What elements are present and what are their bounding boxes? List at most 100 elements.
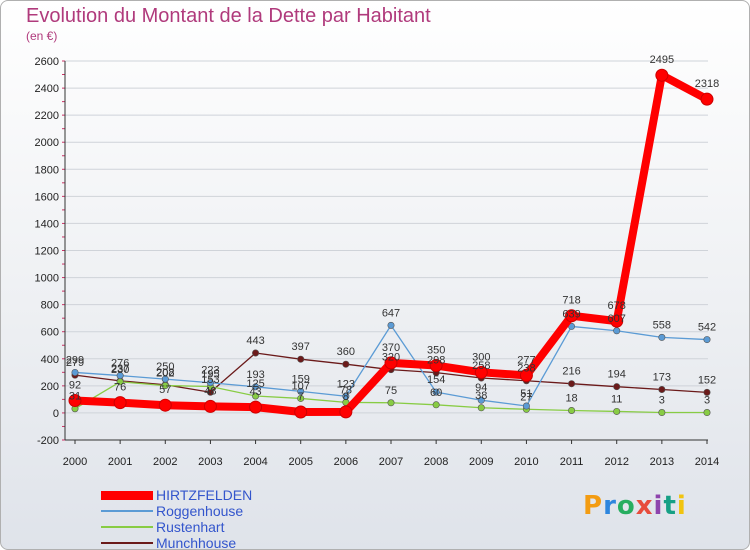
data-point-hirtzfelden [610, 314, 624, 328]
data-label-roggenhouse: 299 [66, 354, 84, 366]
data-label-roggenhouse: 647 [382, 307, 400, 319]
y-tick-label: 400 [41, 354, 59, 366]
data-point-hirtzfelden [655, 68, 669, 82]
legend-label-roggenhouse: Roggenhouse [156, 503, 244, 519]
data-label-hirtzfelden: 350 [427, 345, 445, 357]
data-label-munchhouse: 320 [382, 352, 400, 364]
y-tick-label: 2400 [35, 83, 59, 95]
x-tick-label: 2001 [108, 456, 132, 468]
data-point-rustenhart [297, 394, 305, 402]
data-point-munchhouse [297, 355, 305, 363]
data-point-hirtzfelden [429, 359, 443, 373]
y-tick-label: 1800 [35, 164, 59, 176]
y-tick-label: 200 [41, 381, 59, 393]
logo-letter: i [653, 491, 664, 521]
data-point-roggenhouse [703, 336, 711, 344]
data-label-hirtzfelden: 43 [249, 386, 261, 398]
x-tick-label: 2005 [288, 456, 312, 468]
data-label-roggenhouse: 193 [246, 369, 264, 381]
data-label-munchhouse: 216 [562, 366, 580, 378]
data-point-roggenhouse [297, 387, 305, 395]
data-label-rustenhart: 3 [704, 395, 710, 407]
data-point-rustenhart [432, 401, 440, 409]
data-label-hirtzfelden: 76 [114, 382, 126, 394]
data-label-rustenhart: 38 [475, 390, 487, 402]
logo-letter: r [603, 491, 617, 521]
legend-swatch-roggenhouse [101, 510, 153, 512]
data-point-munchhouse [568, 380, 576, 388]
data-label-rustenhart: 60 [430, 387, 442, 399]
data-point-roggenhouse [71, 368, 79, 376]
data-point-hirtzfelden [68, 393, 82, 407]
data-point-roggenhouse [342, 392, 350, 400]
data-point-roggenhouse [477, 396, 485, 404]
data-label-roggenhouse: 558 [653, 319, 671, 331]
data-label-munchhouse: 397 [292, 341, 310, 353]
data-label-hirtzfelden: 718 [562, 295, 580, 307]
data-point-hirtzfelden [339, 405, 353, 419]
data-label-rustenhart: 195 [201, 369, 219, 381]
data-point-roggenhouse [116, 372, 124, 380]
data-label-hirtzfelden: 8 [343, 391, 349, 403]
data-label-roggenhouse: 542 [698, 322, 716, 334]
data-point-rustenhart [658, 409, 666, 417]
y-tick-label: 800 [41, 300, 59, 312]
data-label-munchhouse: 443 [246, 335, 264, 347]
chart-subtitle: (en €) [26, 29, 58, 43]
x-tick-label: 2003 [198, 456, 222, 468]
data-point-hirtzfelden [203, 399, 217, 413]
logo-letter: i [676, 491, 687, 521]
gridlines [65, 60, 708, 441]
legend-label-munchhouse: Munchhouse [156, 535, 237, 550]
y-tick-label: 1600 [35, 191, 59, 203]
data-label-rustenhart: 27 [520, 391, 532, 403]
data-point-roggenhouse [522, 402, 530, 410]
data-point-hirtzfelden [565, 309, 579, 323]
data-label-hirtzfelden: 57 [159, 384, 171, 396]
data-label-munchhouse: 152 [698, 374, 716, 386]
data-point-hirtzfelden [113, 396, 127, 410]
data-point-roggenhouse [432, 388, 440, 396]
logo-letter: x [635, 491, 654, 521]
data-point-rustenhart [387, 399, 395, 407]
data-label-roggenhouse: 223 [201, 365, 219, 377]
data-label-roggenhouse: 154 [427, 374, 445, 386]
data-label-munchhouse: 194 [608, 369, 626, 381]
data-label-roggenhouse: 250 [156, 361, 174, 373]
y-tick-label: 2200 [35, 110, 59, 122]
data-label-munchhouse: 208 [156, 367, 174, 379]
data-point-rustenhart [703, 409, 711, 417]
data-label-roggenhouse: 276 [111, 358, 129, 370]
data-point-munchhouse [613, 383, 621, 391]
data-point-munchhouse [658, 386, 666, 394]
data-point-roggenhouse [161, 375, 169, 383]
data-label-munchhouse: 173 [653, 372, 671, 384]
data-point-munchhouse [342, 360, 350, 368]
data-point-hirtzfelden [249, 400, 263, 414]
data-label-hirtzfelden: 48 [204, 385, 216, 397]
data-label-rustenhart: 202 [156, 368, 174, 380]
data-point-rustenhart [613, 407, 621, 415]
legend-swatch-rustenhart [101, 526, 153, 528]
x-tick-label: 2014 [695, 456, 719, 468]
data-point-hirtzfelden [294, 405, 308, 419]
x-tick-label: 2012 [604, 456, 628, 468]
axes: -200 0 200 400 600 800 1000 1200 1400 1600 1800 200… [35, 56, 720, 468]
data-point-roggenhouse [206, 379, 214, 387]
data-label-hirtzfelden: 7 [298, 391, 304, 403]
chart-title: Evolution du Montant de la Dette par Hab… [26, 5, 431, 27]
data-label-hirtzfelden: 370 [382, 342, 400, 354]
data-point-roggenhouse [658, 333, 666, 341]
data-label-roggenhouse: 159 [292, 373, 310, 385]
data-label-hirtzfelden: 678 [608, 300, 626, 312]
data-label-rustenhart: 75 [385, 385, 397, 397]
legend-label-rustenhart: Rustenhart [156, 519, 225, 535]
data-label-rustenhart: 125 [246, 378, 264, 390]
data-label-roggenhouse: 639 [562, 308, 580, 320]
data-label-rustenhart: 18 [565, 392, 577, 404]
x-tick-label: 2002 [153, 456, 177, 468]
y-tick-label: 1400 [35, 218, 59, 230]
